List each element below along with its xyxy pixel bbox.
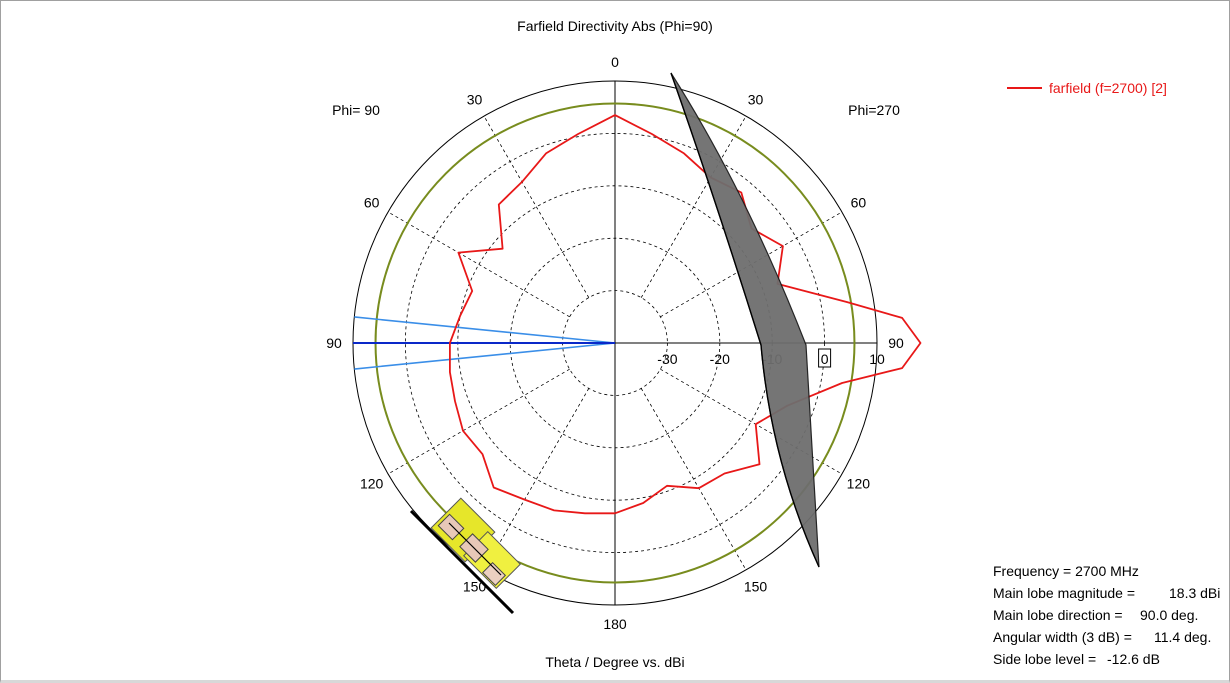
angle-tick-label: 180 [603,616,627,632]
angle-tick-label: 150 [744,578,768,594]
legend-entry[interactable]: farfield (f=2700) [2] [1049,80,1167,96]
right-half-label: Phi=270 [848,102,900,118]
series-curve [449,114,922,515]
grid-spoke [483,388,590,571]
radial-tick-label: -30 [657,351,677,367]
angle-tick-label: 0 [611,54,619,70]
info-angular-width: Angular width (3 dB) = 11.4 deg. [993,629,1211,645]
grid-spoke [640,115,747,298]
info-side-lobe-level: Side lobe level = -12.6 dB [993,651,1160,667]
angle-tick-label: 30 [467,92,483,108]
info-main-lobe-direction-value: 90.0 deg. [1140,607,1199,623]
angle-tick-label: 30 [748,92,764,108]
angle-tick-label: 60 [851,195,867,211]
radial-tick-label: 0 [821,351,829,367]
series-layer [449,114,922,515]
info-main-lobe-direction-label: Main lobe direction = [993,607,1123,623]
grid-spoke [387,211,570,318]
info-side-lobe-level-label: Side lobe level = [993,651,1097,667]
antenna-plane-edge [670,72,820,568]
angle-tick-label: 60 [364,195,380,211]
info-angular-width-label: Angular width (3 dB) = [993,629,1132,645]
grid-spoke [483,115,590,298]
info-main-lobe-direction: Main lobe direction = 90.0 deg. [993,607,1198,623]
beamwidth-line [354,316,616,344]
info-main-lobe-magnitude-label: Main lobe magnitude = [993,585,1136,601]
radial-tick-label: 10 [869,351,885,367]
radial-tick-label: -20 [710,351,730,367]
beamwidth-line [354,342,616,370]
angle-tick-label: 120 [360,476,384,492]
angle-tick-label: 90 [326,335,342,351]
antenna-plane-overlay [670,72,820,568]
info-frequency: Frequency = 2700 MHz [993,563,1139,579]
info-side-lobe-level-value: -12.6 dB [1107,651,1160,667]
grid-spoke [640,388,747,571]
angle-tick-label: 120 [847,476,871,492]
grid-spoke [660,368,843,475]
info-main-lobe-magnitude: Main lobe magnitude = 18.3 dBi [993,585,1220,601]
left-half-label: Phi= 90 [332,102,380,118]
angle-tick-label: 90 [888,335,904,351]
beam-markers [353,316,616,370]
x-axis-label: Theta / Degree vs. dBi [545,654,684,670]
info-angular-width-value: 11.4 deg. [1154,629,1212,645]
info-main-lobe-magnitude-value: 18.3 dBi [1169,585,1221,601]
radial-tick-highlight [818,348,832,368]
antenna-model-icon [409,497,521,615]
chart-title: Farfield Directivity Abs (Phi=90) [517,18,713,34]
grid-spoke [387,368,570,475]
